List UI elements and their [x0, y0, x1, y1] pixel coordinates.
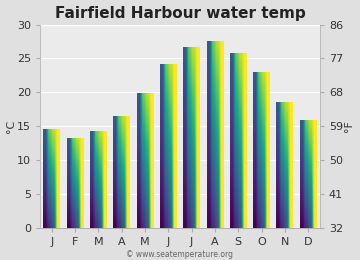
Y-axis label: °C: °C [5, 119, 15, 133]
Text: © www.seatemperature.org: © www.seatemperature.org [126, 250, 234, 259]
Title: Fairfield Harbour water temp: Fairfield Harbour water temp [55, 5, 305, 21]
Y-axis label: °F: °F [345, 120, 355, 132]
